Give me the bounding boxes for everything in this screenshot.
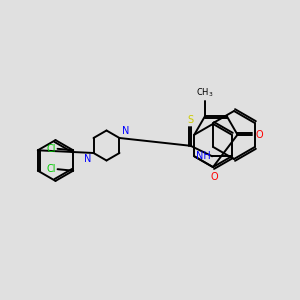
Text: NH: NH <box>196 151 211 161</box>
Text: CH$_3$: CH$_3$ <box>196 86 214 99</box>
Text: Cl: Cl <box>46 164 56 174</box>
Text: S: S <box>188 115 194 125</box>
Text: N: N <box>122 127 129 136</box>
Text: O: O <box>211 172 218 182</box>
Text: Cl: Cl <box>46 144 56 154</box>
Text: O: O <box>256 130 263 140</box>
Text: N: N <box>84 154 91 164</box>
